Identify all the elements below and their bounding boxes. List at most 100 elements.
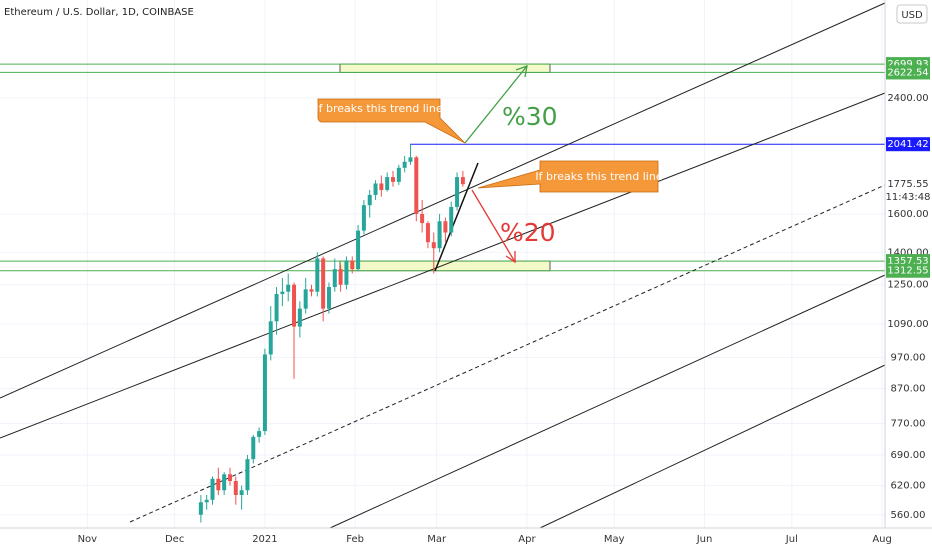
candle-body [332,269,337,288]
y-tick-label: 1090.00 [887,319,928,330]
candle-body [227,474,232,482]
y-tick-label: 620.00 [891,481,926,492]
candle-body [402,161,407,168]
y-tick-label: 2400.00 [887,93,928,104]
candle-body [356,230,361,270]
y-tick-label: 970.00 [891,352,926,363]
drawings [0,2,886,529]
y-tick-label: 1600.00 [887,209,928,220]
channel-line [329,274,886,529]
candle-body [414,157,419,215]
candle-body [437,221,442,249]
candle-body [309,289,314,292]
price-tag-label: 1312.55 [887,266,928,277]
price-tag [886,263,930,278]
candle-body [274,294,279,322]
zones [0,63,885,272]
trend-line [434,162,479,272]
candle-body [198,502,203,515]
target-label: %20 [500,218,556,247]
callout-box [317,98,466,144]
candle-body [431,242,436,249]
x-tick-label: Nov [78,534,98,545]
candle-body [303,289,308,309]
candle-body [344,260,349,285]
candle-body [326,287,331,309]
callout-text: If breaks this trend line [315,102,442,115]
y-tick-label: 560.00 [891,510,926,521]
price-tag-label: 2699.93 [887,59,928,70]
y-tick-label: 1250.00 [887,280,928,291]
x-tick-label: Aug [872,534,892,545]
y-tick-label: 770.00 [891,419,926,430]
candle-body [257,431,262,437]
candle-body [361,205,366,231]
chart-title: Ethereum / U.S. Dollar, 1D, COINBASE [4,7,194,18]
candle-body [222,474,227,491]
channel-midline [129,184,886,523]
candle-body [396,167,401,182]
last-price-label: 1775.55 [887,179,928,190]
candle-body [420,214,425,224]
last-price-tag [886,176,930,207]
price-tag [886,65,930,80]
x-tick-label: Jun [696,534,713,545]
candle-body [460,177,465,185]
candle-body [373,183,378,195]
y-tick-label: 690.00 [891,450,926,461]
candle-body [251,436,256,460]
down-arrow [471,189,516,263]
candle-body [391,177,396,182]
candle-body [385,177,390,190]
countdown-label: 11:43:48 [886,192,931,203]
candle-body [338,269,343,285]
price-tag-label: 1357.53 [887,256,928,267]
candle-body [262,354,267,432]
candle-body [425,223,430,243]
price-tag [886,137,930,152]
candle-body [239,490,244,496]
candle-body [315,258,320,292]
x-tick-label: Dec [165,534,184,545]
x-tick-label: Mar [427,534,447,545]
candle-body [350,260,355,270]
channel-line [539,364,886,529]
candle-body [449,206,454,233]
candle-body [455,177,460,207]
up-arrow [464,65,528,144]
overlay: If breaks this trend line If breaks this… [315,65,663,264]
x-tick-label: Feb [346,534,364,545]
candle-body [280,291,285,295]
price-tag-label: 2041.42 [887,139,928,150]
up-arrowhead [515,65,528,78]
candle-body [204,499,209,503]
currency-button[interactable] [896,4,928,24]
channel-line [0,2,886,399]
down-arrowhead [505,251,516,264]
x-tick-label: Apr [518,534,536,545]
price-tag-label: 2622.54 [887,67,928,78]
candle-body [443,221,448,233]
x-tick-label: Jul [785,534,798,545]
candle-body [286,284,291,292]
callout-box [477,160,659,193]
channel-line [0,92,886,439]
candle-body [245,459,250,491]
y-tick-label: 870.00 [891,384,926,395]
candle-body [292,284,297,327]
candle-body [268,321,273,355]
candle-body [233,481,238,496]
candle-body [408,157,413,162]
callout-text: If breaks this trend line [535,170,662,183]
candle-body [297,308,302,327]
y-tick-label: 1400.00 [887,247,928,258]
currency-label: USD [901,10,923,21]
candle-body [379,183,384,190]
x-tick-label: May [604,534,625,545]
candle-body [210,478,215,500]
zone [339,63,551,73]
candles [198,144,465,523]
zone [339,260,551,272]
